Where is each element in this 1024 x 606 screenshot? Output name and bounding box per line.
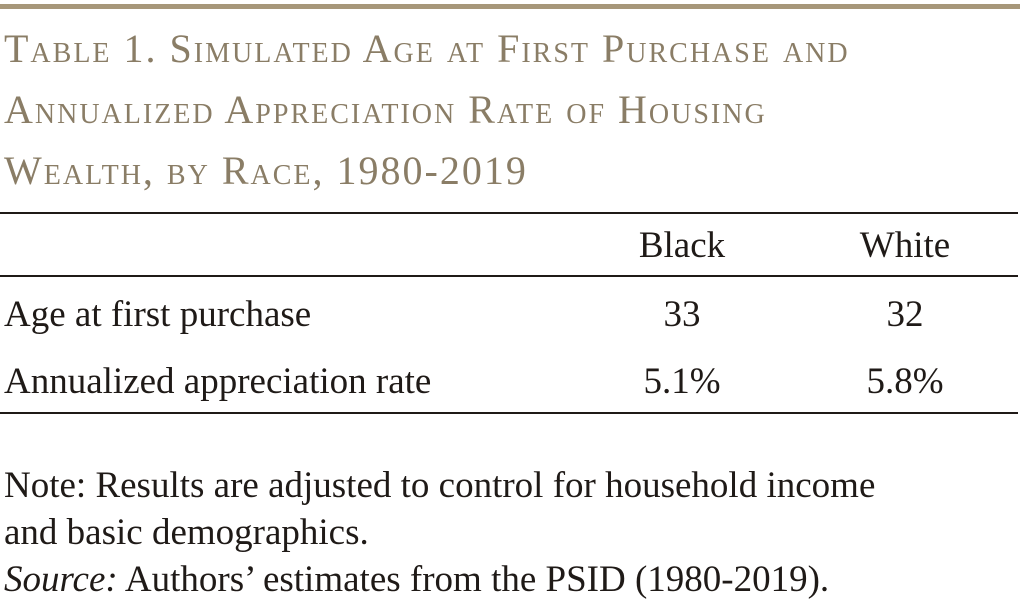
cell-age-white: 32 — [886, 294, 924, 335]
header-rule — [0, 275, 1018, 277]
cell-rate-white: 5.8% — [866, 361, 944, 402]
column-header-white: White — [859, 225, 951, 266]
table-bottom-rule — [0, 412, 1018, 414]
row-label-appreciation-rate: Annualized appreciation rate — [4, 361, 432, 402]
note-line-2: and basic demographics. — [4, 512, 369, 553]
top-accent-rule — [0, 4, 1020, 9]
source-text: Authors’ estimates from the PSID (1980-2… — [117, 559, 830, 600]
cell-rate-black: 5.1% — [643, 361, 721, 402]
source-line: Source: Authors’ estimates from the PSID… — [4, 556, 1019, 603]
table-title-line-2: Annualized Appreciation Rate of Housing — [4, 87, 767, 132]
column-header-black: Black — [638, 225, 726, 266]
table-title-line-3: Wealth, by Race, 1980-2019 — [4, 148, 528, 193]
note-line-1: Note: Results are adjusted to control fo… — [4, 465, 876, 506]
table-notes: Note: Results are adjusted to control fo… — [4, 462, 1019, 603]
cell-age-black: 33 — [663, 294, 701, 335]
table-title: Table 1. Simulated Age at First Purchase… — [4, 18, 1014, 201]
table-title-line-1: Table 1. Simulated Age at First Purchase… — [4, 26, 850, 71]
row-label-age-at-first-purchase: Age at first purchase — [4, 294, 312, 335]
table-top-rule — [0, 212, 1018, 214]
source-label: Source: — [4, 559, 118, 600]
